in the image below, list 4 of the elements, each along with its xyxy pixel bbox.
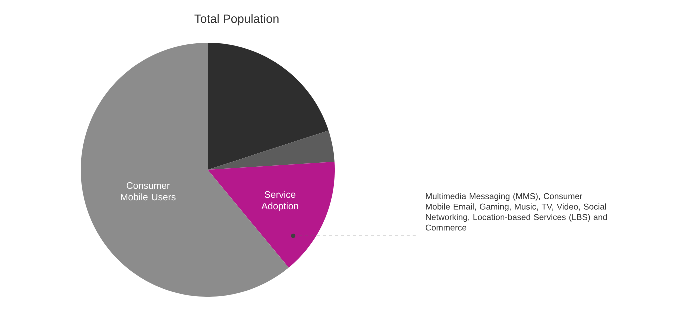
- slice-label: Consumer Mobile Users: [121, 182, 176, 201]
- slice-label: Service Adoption: [262, 191, 298, 212]
- text: Multimedia Messaging (MMS), Consumer Mobile Email, Gaming, Music, TV, Video, Social Networking, Location-based Services (LBS) and Commerce: [426, 193, 608, 231]
- chart-title: Total Population: [194, 14, 279, 26]
